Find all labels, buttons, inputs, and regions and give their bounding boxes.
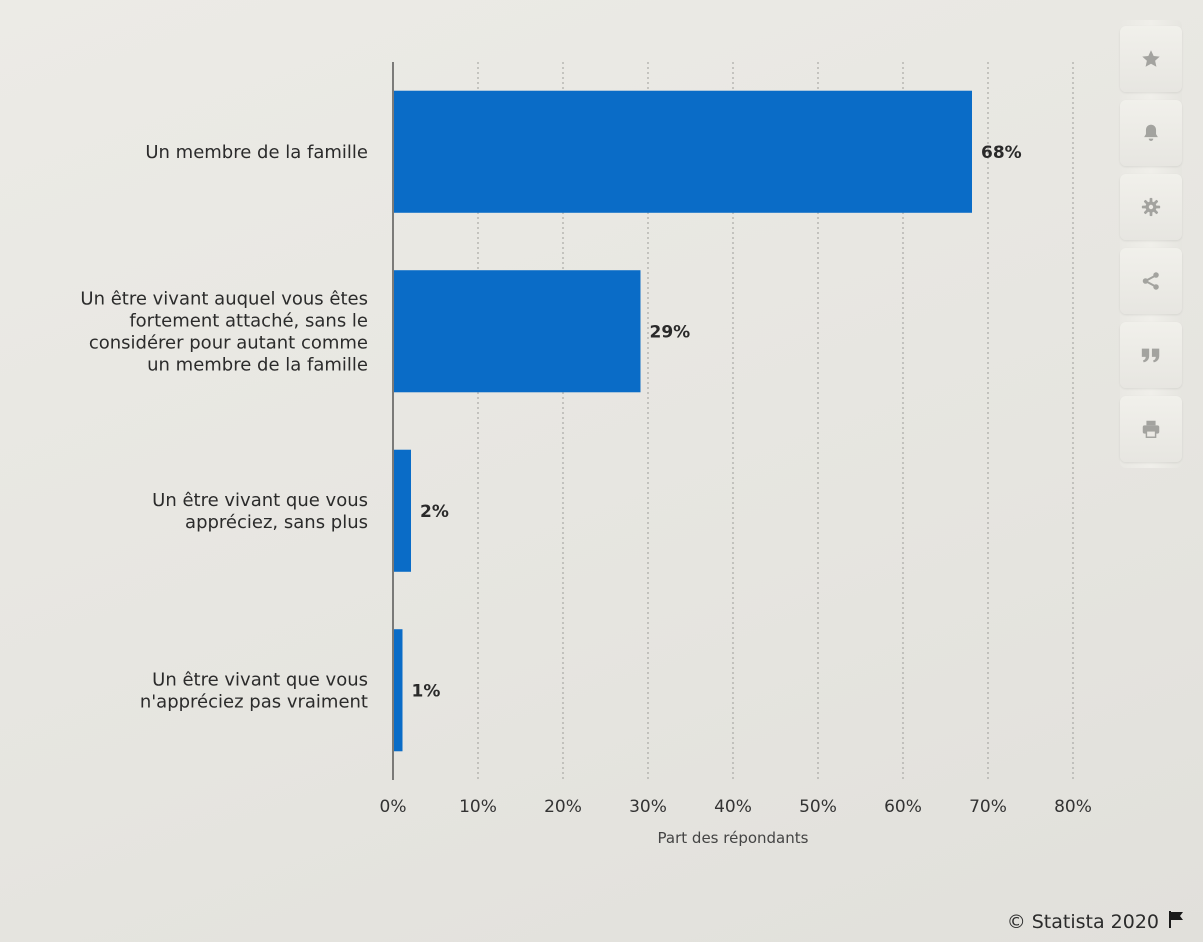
bar	[394, 270, 641, 393]
star-icon	[1140, 48, 1162, 70]
cite-button[interactable]	[1120, 322, 1182, 388]
favorite-button[interactable]	[1120, 26, 1182, 92]
bar	[394, 449, 411, 572]
category-label: Un membre de la famille	[145, 142, 368, 163]
settings-button[interactable]	[1120, 174, 1182, 240]
value-labels: 68% 29% 2% 1%	[412, 143, 1022, 702]
value-label: 29%	[650, 322, 691, 342]
value-label: 2%	[420, 502, 449, 522]
copyright-text: © Statista 2020	[1006, 910, 1159, 933]
quote-icon	[1139, 344, 1163, 366]
gear-icon	[1140, 196, 1162, 218]
chart-toolbar	[1120, 20, 1182, 468]
notification-button[interactable]	[1120, 100, 1182, 166]
value-label: 1%	[412, 681, 441, 701]
x-tick-label: 70%	[969, 797, 1007, 817]
bell-icon	[1140, 122, 1162, 144]
value-label: 68%	[981, 143, 1022, 163]
x-tick-label: 40%	[714, 797, 752, 817]
x-tick-label: 60%	[884, 797, 922, 817]
bar	[394, 90, 972, 213]
category-label: Un être vivant auquel vous êtes fortement…	[80, 288, 368, 375]
x-tick-label: 0%	[380, 797, 407, 817]
x-tick-label: 50%	[799, 797, 837, 817]
x-tick-label: 80%	[1054, 797, 1092, 817]
x-tick-labels: 0% 10% 20% 30% 40% 50% 60% 70% 80%	[380, 797, 1092, 817]
category-label: Un être vivant que vous appréciez, sans p…	[152, 490, 368, 533]
share-button[interactable]	[1120, 248, 1182, 314]
bars	[394, 90, 972, 752]
x-tick-label: 30%	[629, 797, 667, 817]
flag-icon[interactable]	[1167, 909, 1187, 934]
footer: © Statista 2020	[1007, 909, 1187, 934]
x-tick-label: 20%	[544, 797, 582, 817]
print-button[interactable]	[1120, 396, 1182, 462]
print-icon	[1140, 418, 1162, 440]
x-axis-title: Part des répondants	[658, 829, 809, 847]
share-icon	[1140, 270, 1162, 292]
x-tick-label: 10%	[459, 797, 497, 817]
category-label: Un être vivant que vous n'appréciez pas v…	[140, 669, 368, 712]
bar	[394, 629, 403, 752]
category-labels: Un membre de la famille Un être vivant au…	[80, 142, 368, 713]
